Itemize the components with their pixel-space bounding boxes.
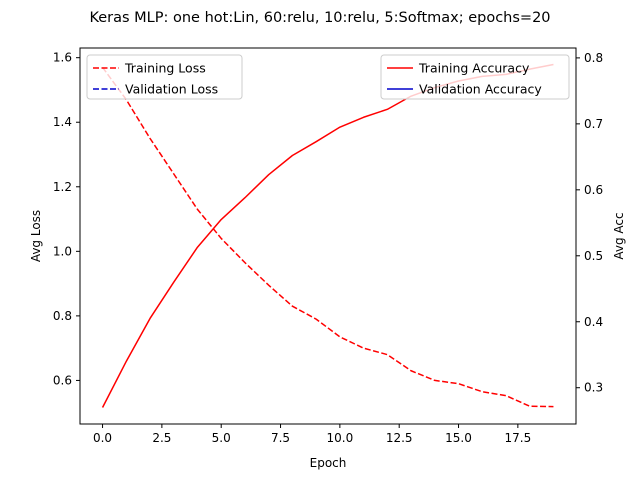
- legend-box: [86, 54, 243, 100]
- legend-right: Training Accuracy Validation Accuracy: [380, 54, 570, 100]
- x-tick-label: 2.5: [152, 431, 171, 445]
- y-right-tick-label: 0.7: [584, 117, 603, 131]
- legend-left: Training Loss Validation Loss: [86, 54, 243, 100]
- y-left-tick-label: 0.6: [53, 373, 72, 387]
- x-tick-label: 5.0: [212, 431, 231, 445]
- y-left-tick-label: 1.6: [53, 51, 72, 65]
- x-axis-label: Epoch: [310, 456, 347, 470]
- chart-title: Keras MLP: one hot:Lin, 60:relu, 10:relu…: [89, 10, 550, 26]
- legends: Training Loss Validation Loss Training Acc…: [86, 54, 570, 100]
- series-lines: [101, 63, 554, 408]
- x-tick-label: 10.0: [327, 431, 354, 445]
- y-right-tick-label: 0.8: [584, 51, 603, 65]
- x-tick-label: 15.0: [445, 431, 472, 445]
- legend-label: Training Accuracy: [418, 61, 530, 76]
- y-right-tick-label: 0.5: [584, 249, 603, 263]
- y-right-tick-label: 0.4: [584, 315, 603, 329]
- axes-group: 0.0 2.5 5.0 7.5 10.0 12.5 15.0 17.5 0.6 0.8 1.0 1.2…: [53, 51, 603, 445]
- x-tick-label: 0.0: [93, 431, 112, 445]
- x-tick-label: 7.5: [271, 431, 290, 445]
- legend-label: Validation Accuracy: [419, 82, 542, 97]
- x-tick-label: 17.5: [504, 431, 531, 445]
- y-axis-left-label: Avg Loss: [29, 210, 43, 262]
- legend-box: [380, 54, 570, 100]
- y-left-tick-label: 0.8: [53, 309, 72, 323]
- plot-frame: [79, 47, 577, 425]
- series-line-left-0: [101, 66, 554, 408]
- legend-label: Validation Loss: [125, 82, 218, 97]
- y-left-tick-label: 1.4: [53, 115, 72, 129]
- y-right-tick-label: 0.3: [584, 381, 603, 395]
- x-tick-label: 12.5: [386, 431, 413, 445]
- series-line-right-0: [101, 63, 554, 408]
- legend-label: Training Loss: [124, 61, 206, 76]
- y-right-tick-label: 0.6: [584, 183, 603, 197]
- y-left-tick-label: 1.0: [53, 244, 72, 258]
- y-left-tick-label: 1.2: [53, 180, 72, 194]
- y-axis-right-label: Avg Acc: [612, 212, 626, 259]
